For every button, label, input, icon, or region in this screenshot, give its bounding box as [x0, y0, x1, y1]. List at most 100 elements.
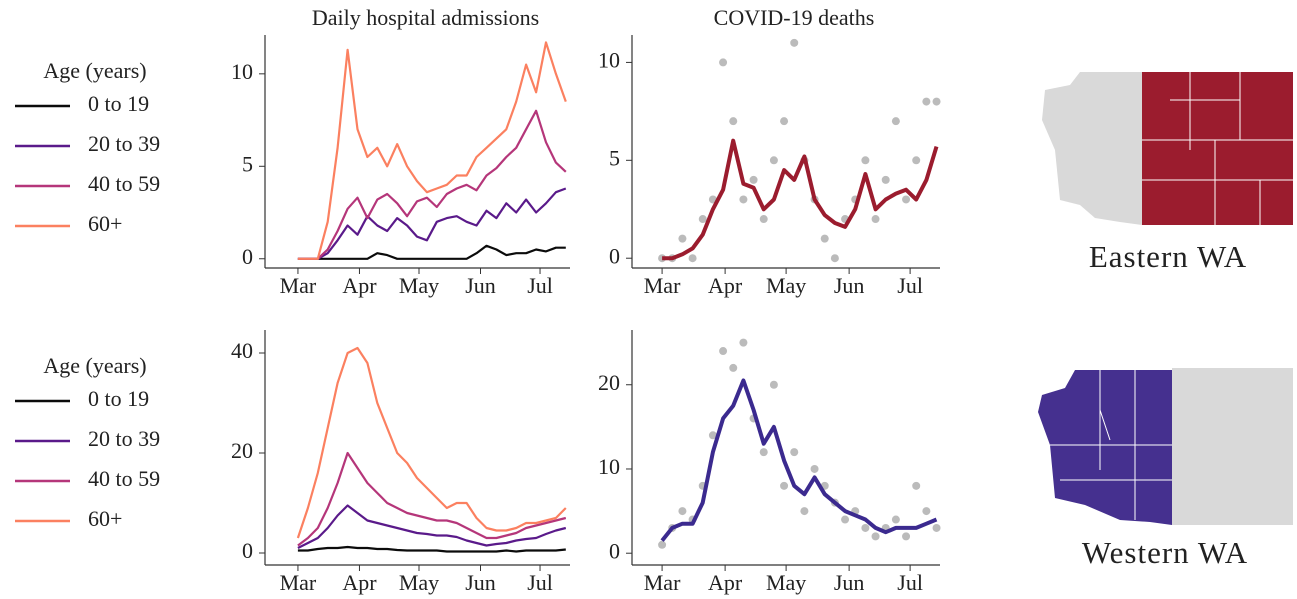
y-tick-label: 0 — [242, 538, 253, 563]
county-lines — [1142, 72, 1293, 225]
legend-label: 40 to 59 — [88, 466, 160, 491]
series-line — [296, 346, 567, 539]
map-region — [1042, 72, 1142, 225]
death-point — [912, 481, 921, 490]
x-tick-label: Apr — [342, 273, 377, 298]
legend-label: 20 to 39 — [88, 131, 160, 156]
x-tick-label: Apr — [708, 273, 743, 298]
series-line — [297, 187, 567, 260]
death-point — [678, 234, 687, 243]
death-point — [841, 515, 850, 524]
chart-title: Daily hospital admissions — [312, 5, 539, 30]
y-tick-label: 0 — [242, 244, 253, 269]
map-label: Western WA — [1082, 535, 1248, 570]
death-point — [780, 481, 789, 490]
legend-label: 0 to 19 — [88, 386, 149, 411]
death-point — [891, 515, 900, 524]
death-point — [871, 215, 880, 224]
map-region — [1172, 368, 1293, 525]
death-point — [902, 195, 911, 204]
death-point — [698, 215, 707, 224]
death-point — [932, 523, 941, 532]
x-tick-label: Jul — [527, 570, 553, 595]
map-region — [1038, 370, 1172, 525]
x-tick-label: Jun — [465, 570, 496, 595]
x-tick-label: Jun — [834, 570, 865, 595]
series-line — [297, 109, 567, 260]
death-point — [932, 97, 941, 106]
death-point — [820, 234, 829, 243]
y-tick-label: 20 — [598, 370, 620, 395]
series-line — [297, 504, 567, 549]
y-tick-label: 10 — [598, 47, 620, 72]
x-tick-label: Jun — [465, 273, 496, 298]
x-tick-label: Mar — [280, 570, 317, 595]
death-point — [658, 540, 667, 549]
death-point — [688, 254, 697, 263]
death-point — [922, 97, 931, 106]
death-point — [780, 117, 789, 126]
series-line — [297, 41, 567, 260]
death-point — [759, 215, 768, 224]
x-tick-label: May — [766, 570, 806, 595]
death-point — [769, 380, 778, 389]
death-point — [871, 532, 880, 541]
death-point — [861, 523, 870, 532]
y-tick-label: 40 — [231, 338, 253, 363]
death-point — [830, 254, 839, 263]
x-tick-label: Mar — [280, 273, 317, 298]
x-tick-label: Jun — [834, 273, 865, 298]
x-tick-label: Apr — [708, 570, 743, 595]
death-point — [729, 363, 738, 372]
y-tick-label: 10 — [598, 454, 620, 479]
death-point — [729, 117, 738, 126]
death-point — [912, 156, 921, 165]
series-line — [297, 451, 567, 547]
map-region — [1142, 72, 1293, 225]
series-line — [660, 378, 938, 542]
legend-label: 60+ — [88, 506, 122, 531]
x-tick-label: Mar — [644, 570, 681, 595]
death-point — [800, 507, 809, 516]
death-point — [708, 431, 717, 440]
death-point — [790, 38, 799, 47]
death-point — [810, 464, 819, 473]
death-point — [891, 117, 900, 126]
map-east: Eastern WA — [1042, 72, 1293, 274]
y-tick-label: 5 — [609, 145, 620, 170]
death-point — [902, 532, 911, 541]
death-point — [861, 156, 870, 165]
death-point — [759, 448, 768, 457]
series-line — [297, 545, 566, 553]
y-tick-label: 5 — [242, 151, 253, 176]
x-tick-label: May — [399, 273, 439, 298]
y-tick-label: 20 — [231, 438, 253, 463]
legend-label: 40 to 59 — [88, 171, 160, 196]
x-tick-label: Jul — [897, 570, 923, 595]
death-point — [922, 507, 931, 516]
county-lines — [1050, 370, 1172, 520]
death-point — [769, 156, 778, 165]
chart-title: COVID-19 deaths — [714, 5, 875, 30]
legend-label: 20 to 39 — [88, 426, 160, 451]
legend-label: 0 to 19 — [88, 91, 149, 116]
x-tick-label: Jul — [527, 273, 553, 298]
death-point — [678, 507, 687, 516]
x-tick-label: May — [766, 273, 806, 298]
death-point — [790, 448, 799, 457]
legend-label: 60+ — [88, 211, 122, 236]
x-tick-label: Jul — [897, 273, 923, 298]
map-label: Eastern WA — [1089, 239, 1247, 274]
x-tick-label: Apr — [342, 570, 377, 595]
x-tick-label: May — [399, 570, 439, 595]
series-line — [297, 244, 566, 260]
death-point — [739, 195, 748, 204]
death-point — [881, 175, 890, 184]
x-tick-label: Mar — [644, 273, 681, 298]
legend-title: Age (years) — [43, 58, 146, 83]
death-point — [719, 347, 728, 356]
death-point — [719, 58, 728, 67]
legend-title: Age (years) — [43, 353, 146, 378]
